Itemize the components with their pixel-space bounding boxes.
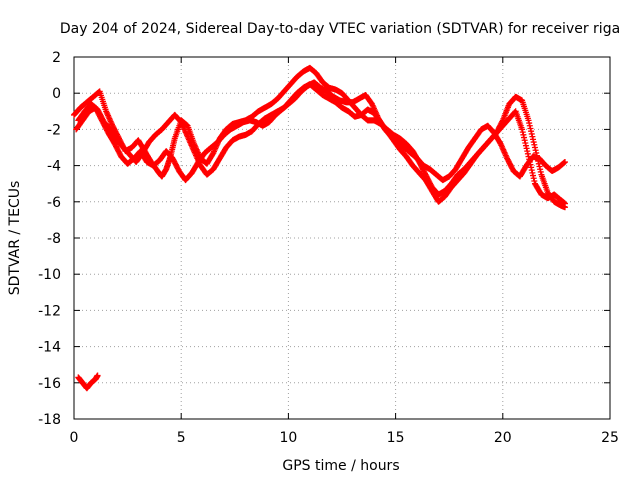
plot-frame: [73, 56, 611, 420]
x-tick-label: 0: [70, 430, 79, 446]
y-tick-label: -12: [38, 303, 61, 319]
y-tick-label: -2: [47, 122, 61, 138]
data-points: [71, 64, 568, 392]
y-tick-label: 0: [52, 86, 61, 102]
chart-title: Day 204 of 2024, Sidereal Day-to-day VTE…: [60, 21, 620, 37]
x-tick-label: 20: [494, 430, 512, 446]
x-tick-label: 15: [387, 430, 405, 446]
x-tick-label: 5: [177, 430, 186, 446]
y-tick-label: -10: [38, 267, 61, 283]
x-tick-label: 25: [601, 430, 619, 446]
y-tick-label: -18: [38, 412, 61, 428]
grid-lines: [74, 57, 610, 419]
series-track-d: [75, 372, 101, 392]
data-point: [561, 158, 568, 165]
data-point: [561, 200, 568, 207]
y-axis-label: SDTVAR / TECUs: [7, 181, 23, 296]
y-tick-label: -8: [47, 231, 61, 247]
y-tick-label: 2: [52, 50, 61, 66]
y-tick-label: -14: [38, 340, 61, 356]
y-tick-label: -6: [47, 195, 61, 211]
data-point: [94, 372, 101, 379]
x-tick-label: 10: [279, 430, 297, 446]
series-track-c: [75, 81, 568, 207]
y-tick-labels: 2 0 -2 -4 -6 -8 -10 -12 -14 -16 -18: [38, 50, 61, 428]
x-axis-label: GPS time / hours: [282, 458, 399, 474]
x-tick-labels: 0 5 10 15 20 25: [70, 430, 619, 446]
y-tick-label: -16: [38, 376, 61, 392]
y-tick-label: -4: [47, 159, 61, 175]
